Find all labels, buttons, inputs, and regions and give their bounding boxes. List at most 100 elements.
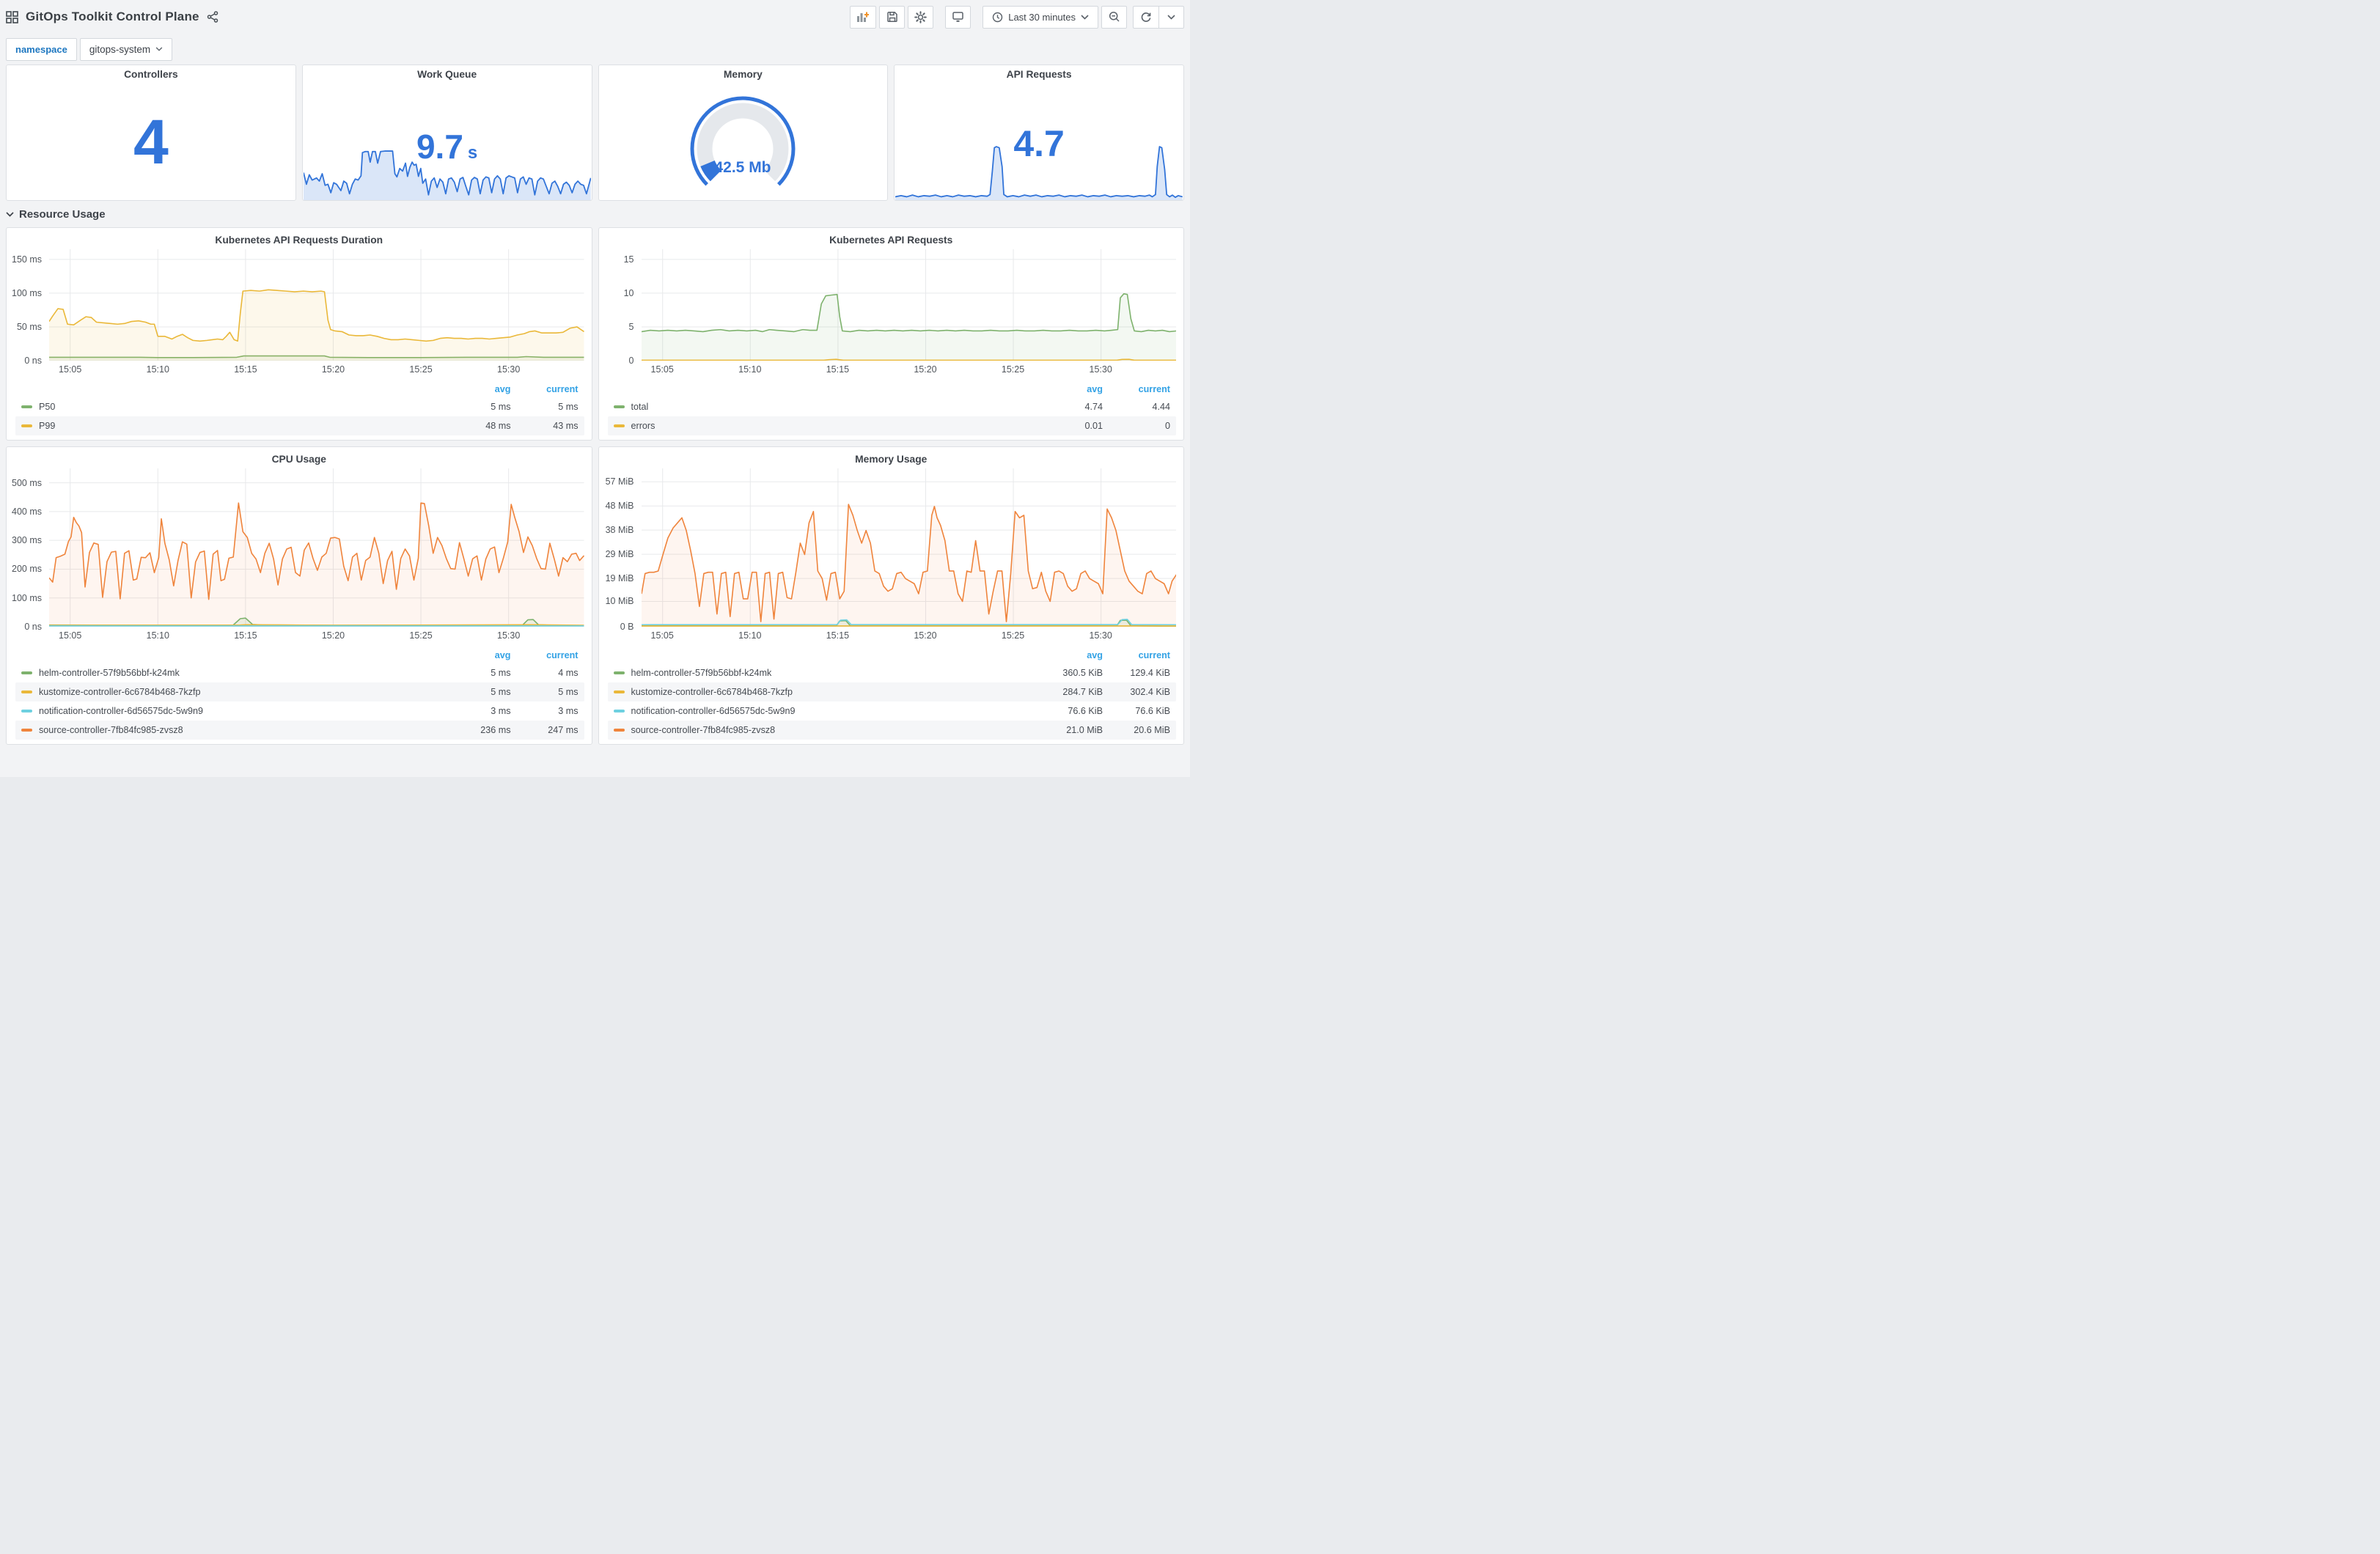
cycle-view-mode-button[interactable] [945,5,972,29]
y-axis-tick-label: 10 MiB [605,596,634,607]
x-axis-tick-label: 15:05 [650,364,674,375]
legend-series-color[interactable] [613,710,625,712]
y-axis-tick-label: 48 MiB [605,501,634,512]
x-axis-tick-label: 15:10 [738,630,762,641]
legend-row: P99 48 ms 43 ms [15,416,584,435]
legend-series-label[interactable]: P99 [39,421,56,431]
legend-avg-value: 5 ms [491,687,511,697]
memory-gauge-value: 42.5 Mb [715,159,771,176]
legend-avg-value: 236 ms [480,725,511,735]
y-axis-tick-label: 0 ns [24,356,42,366]
legend-series-label[interactable]: kustomize-controller-6c6784b468-7kzfp [631,687,793,697]
zoom-out-time-button[interactable] [1101,5,1127,29]
controllers-value: 4 [133,106,169,177]
legend-sort-avg[interactable]: avg [1087,650,1103,660]
chart-plot[interactable] [641,468,1177,627]
api-requests-sparkline [895,144,1183,200]
legend-series-color[interactable] [21,405,32,408]
section-resource-usage[interactable]: Resource Usage [6,201,1184,227]
panel-title[interactable]: Kubernetes API Requests Duration [215,235,383,246]
dashboard-toolbar: Last 30 minutes [850,5,1184,29]
panel-title[interactable]: Kubernetes API Requests [829,235,953,246]
legend-series-color[interactable] [21,691,32,693]
legend-series-label[interactable]: source-controller-7fb84fc985-zvsz8 [39,725,183,735]
legend-avg-value: 3 ms [491,706,511,716]
namespace-variable-value[interactable]: gitops-system [79,37,173,61]
legend-series-label[interactable]: helm-controller-57f9b56bbf-k24mk [631,668,772,678]
legend-series-color[interactable] [613,424,625,427]
legend-series-color[interactable] [613,671,625,674]
work-queue-unit: s [467,142,478,163]
panel-title[interactable]: Memory Usage [855,454,928,465]
x-axis-tick-label: 15:25 [1001,630,1025,641]
legend-sort-current[interactable]: current [1138,650,1170,660]
y-axis-tick-label: 0 [628,356,634,366]
chart-plot[interactable] [641,249,1177,361]
panel-title[interactable]: Controllers [124,69,178,80]
legend-series-label[interactable]: notification-controller-6d56575dc-5w9n9 [631,706,796,716]
y-axis-tick-label: 15 [623,254,634,265]
legend-series-color[interactable] [21,424,32,427]
legend-sort-avg[interactable]: avg [1087,384,1103,394]
legend-sort-current[interactable]: current [1138,384,1170,394]
legend-series-color[interactable] [21,710,32,712]
y-axis-tick-label: 38 MiB [605,525,634,536]
legend-avg-value: 48 ms [485,421,511,431]
legend-sort-avg[interactable]: avg [494,384,511,394]
charts-row-1: Kubernetes API Requests Duration 0 ns 50 … [6,227,1184,441]
refresh-icon[interactable] [1133,5,1158,29]
chart-plot[interactable] [49,249,584,361]
chart-memory-usage: 0 B 10 MiB 19 MiB 29 MiB 38 MiB 48 MiB 57 MiB 1… [599,468,1184,646]
panel-title[interactable]: Memory [723,69,763,80]
legend-series-label[interactable]: errors [631,421,655,431]
legend-sort-avg[interactable]: avg [494,650,511,660]
legend-current-value: 20.6 MiB [1134,725,1170,735]
legend-row: source-controller-7fb84fc985-zvsz8 21.0 M… [607,721,1176,740]
y-axis-tick-label: 5 [628,321,634,332]
legend-current-value: 0 [1164,421,1170,431]
add-panel-button[interactable] [850,5,877,29]
legend-series-label[interactable]: source-controller-7fb84fc985-zvsz8 [631,725,776,735]
legend-series-label[interactable]: notification-controller-6d56575dc-5w9n9 [39,706,204,716]
legend-current-value: 3 ms [558,706,579,716]
y-axis-tick-label: 50 ms [16,321,42,332]
legend-row: helm-controller-57f9b56bbf-k24mk 5 ms 4 ms [15,663,584,682]
legend-avg-value: 360.5 KiB [1062,668,1103,678]
legend-series-color[interactable] [613,691,625,693]
y-axis-tick-label: 0 ns [24,622,42,632]
legend-series-color[interactable] [21,729,32,732]
legend-row: kustomize-controller-6c6784b468-7kzfp 5 m… [15,682,584,701]
y-axis-tick-label: 200 ms [12,564,42,575]
legend-series-label[interactable]: total [631,402,649,412]
legend-series-label[interactable]: kustomize-controller-6c6784b468-7kzfp [39,687,201,697]
refresh-interval-dropdown[interactable] [1158,5,1184,29]
x-axis-tick-label: 15:20 [321,364,345,375]
x-axis-tick-label: 15:30 [497,364,521,375]
panel-title[interactable]: CPU Usage [271,454,326,465]
save-dashboard-button[interactable] [879,5,906,29]
legend-sort-current[interactable]: current [546,384,579,394]
legend-series-color[interactable] [613,405,625,408]
legend-current-value: 4 ms [558,668,579,678]
panel-title[interactable]: API Requests [1006,69,1072,80]
chart-plot[interactable] [49,468,584,627]
share-icon[interactable] [207,11,218,23]
panel-title[interactable]: Work Queue [417,69,477,80]
legend-series-color[interactable] [613,729,625,732]
legend-series-label[interactable]: helm-controller-57f9b56bbf-k24mk [39,668,180,678]
legend-series-label[interactable]: P50 [39,402,56,412]
time-range-picker[interactable]: Last 30 minutes [983,5,1098,29]
section-title: Resource Usage [19,207,106,221]
panel-memory-usage: Memory Usage 0 B 10 MiB 19 MiB 29 MiB 38 MiB… [598,446,1184,745]
panel-api-requests: Kubernetes API Requests 0 5 10 15 15:05 15:10… [598,227,1184,441]
panel-work-queue: Work Queue 9.7 s [301,65,592,201]
x-axis-tick-label: 15:30 [1089,364,1112,375]
dashboard-grid-icon[interactable] [6,10,18,23]
legend-sort-current[interactable]: current [546,650,579,660]
legend-series-color[interactable] [21,671,32,674]
time-range-label: Last 30 minutes [1008,11,1076,23]
y-axis-tick-label: 57 MiB [605,476,634,487]
dashboard-settings-button[interactable] [908,5,934,29]
grafana-dashboard: GitOps Toolkit Control Plane La [0,0,1190,777]
work-queue-value: 9.7 s [416,127,478,166]
